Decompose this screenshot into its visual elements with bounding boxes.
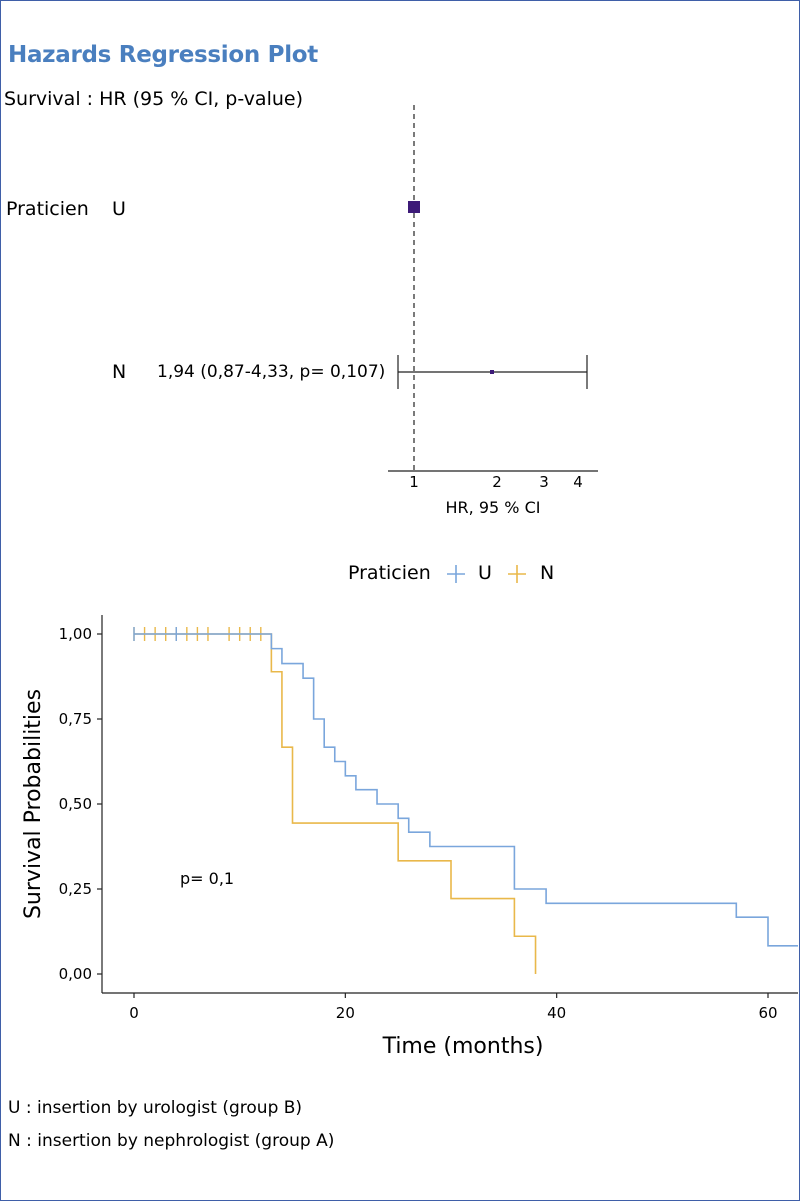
- km-x-label: Time (months): [382, 1034, 544, 1059]
- forest-title: Hazards Regression Plot: [8, 42, 318, 68]
- km-y-tick-label: 0,00: [59, 965, 92, 983]
- footnote-u: U : insertion by urologist (group B): [8, 1098, 303, 1118]
- km-curve-n: [134, 633, 537, 974]
- legend-label-u: U: [478, 562, 492, 584]
- km-pvalue: p= 0,1: [180, 869, 234, 888]
- km-x-tick-label: 20: [336, 1004, 355, 1022]
- km-plot: 0,00 0,25 0,50 0,75 1,00 0 20 40 60 Survival Pr…: [21, 615, 798, 1059]
- forest-level-n: N: [112, 361, 127, 383]
- forest-plot: 1 2 3 4 HR, 95 % CI: [388, 105, 598, 517]
- km-curve-u: [134, 633, 798, 947]
- km-y-tick-label: 0,75: [59, 710, 92, 728]
- forest-tick-3: 3: [539, 473, 549, 491]
- forest-x-label: HR, 95 % CI: [446, 498, 541, 517]
- km-x-tick-label: 60: [758, 1004, 777, 1022]
- forest-level-u: U: [112, 198, 126, 220]
- forest-point-u: [408, 201, 420, 213]
- km-y-tick-label: 0,50: [59, 795, 92, 813]
- forest-tick-1: 1: [409, 473, 419, 491]
- legend-title: Praticien: [348, 562, 431, 584]
- km-y-tick-label: 1,00: [59, 625, 92, 643]
- forest-tick-4: 4: [573, 473, 583, 491]
- legend-key-u: [445, 562, 467, 585]
- forest-tick-2: 2: [492, 473, 502, 491]
- km-x-tick-label: 40: [547, 1004, 566, 1022]
- legend-marker-n: [508, 564, 526, 583]
- legend-key-n: [506, 562, 528, 585]
- km-y-tick-label: 0,25: [59, 880, 92, 898]
- legend-label-n: N: [540, 562, 555, 584]
- forest-variable-label: Praticien: [6, 198, 89, 220]
- forest-subtitle: Survival : HR (95 % CI, p-value): [4, 88, 303, 110]
- legend-marker-u: [447, 564, 465, 583]
- forest-point-n: [490, 370, 494, 374]
- footnote-n: N : insertion by nephrologist (group A): [8, 1131, 335, 1151]
- km-x-tick-label: 0: [129, 1004, 139, 1022]
- forest-annotation-n: 1,94 (0,87-4,33, p= 0,107): [157, 362, 386, 382]
- km-y-label: Survival Probabilities: [21, 689, 46, 919]
